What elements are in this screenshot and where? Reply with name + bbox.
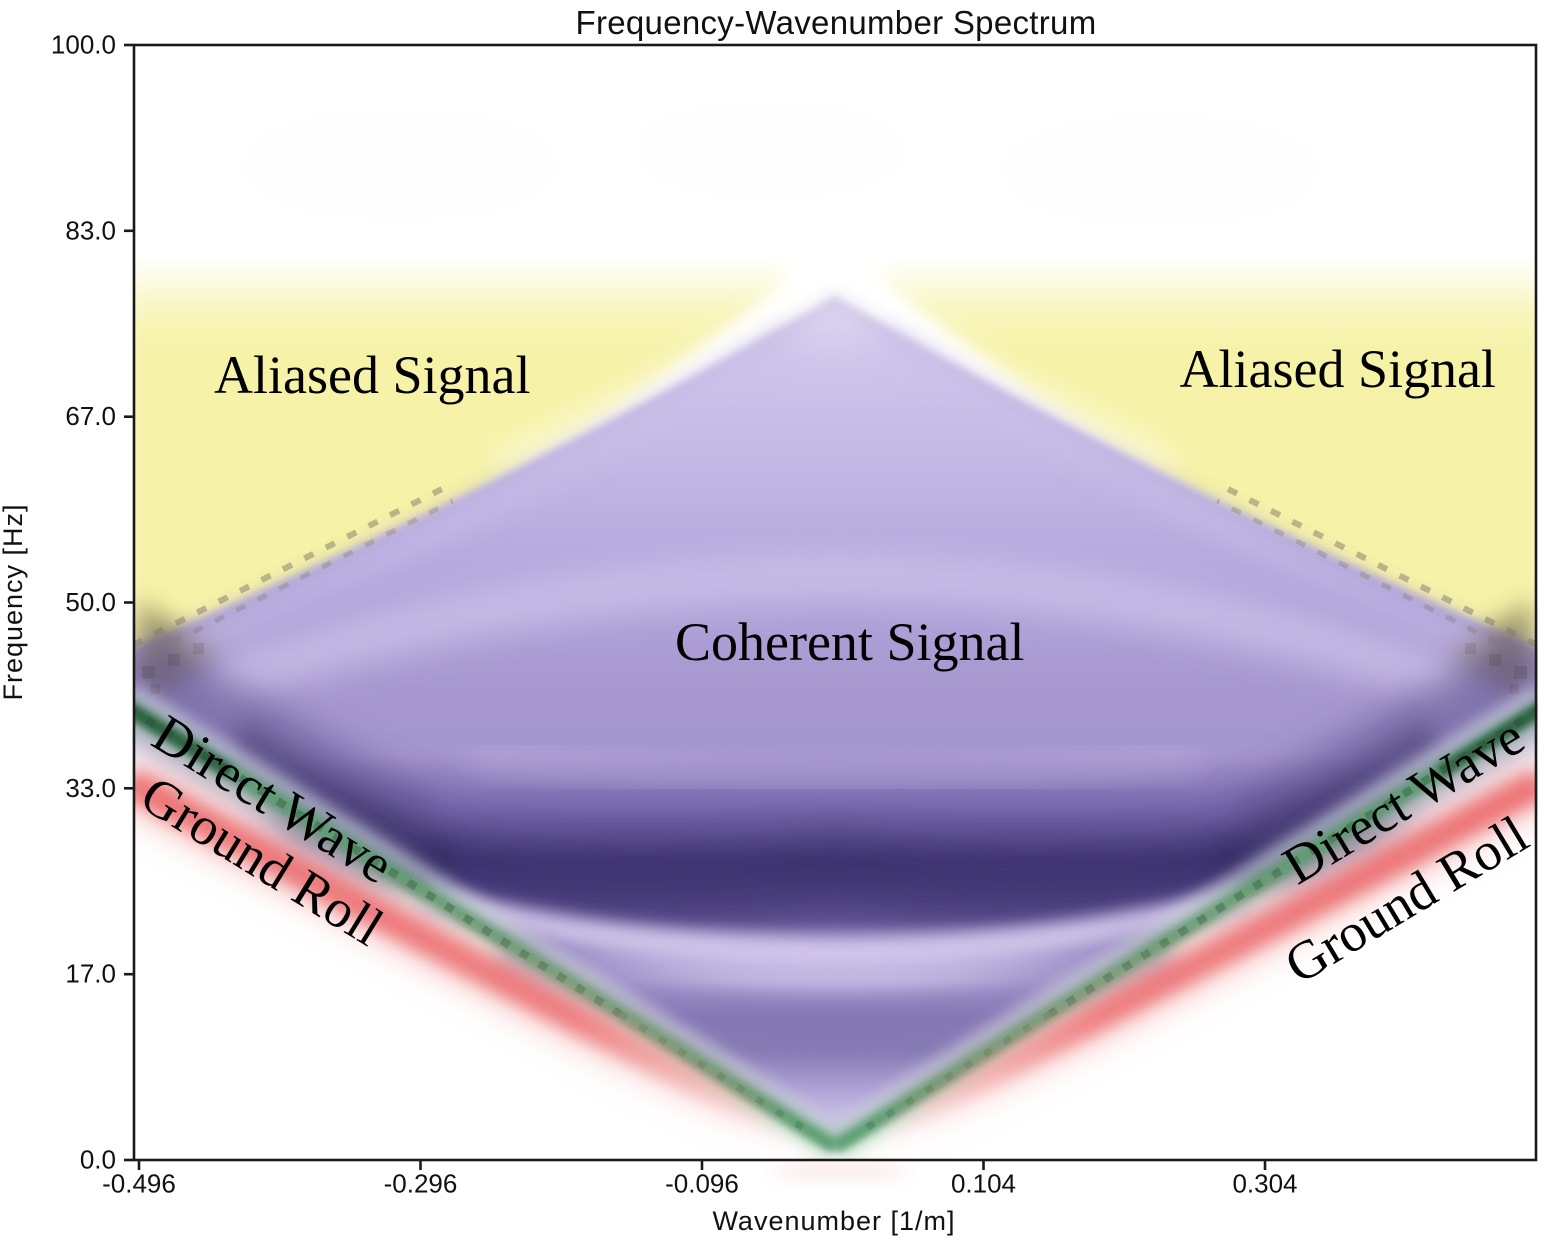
svg-text:83.0: 83.0	[65, 215, 116, 245]
svg-text:0.104: 0.104	[951, 1169, 1016, 1199]
svg-text:17.0: 17.0	[65, 959, 116, 989]
svg-text:Coherent Signal: Coherent Signal	[675, 612, 1024, 672]
svg-text:-0.296: -0.296	[384, 1169, 458, 1199]
svg-text:33.0: 33.0	[65, 773, 116, 803]
svg-text:Frequency [Hz]: Frequency [Hz]	[0, 503, 28, 700]
svg-text:0.0: 0.0	[80, 1145, 116, 1175]
svg-text:Wavenumber [1/m]: Wavenumber [1/m]	[712, 1206, 955, 1236]
svg-text:100.0: 100.0	[51, 30, 116, 60]
svg-text:67.0: 67.0	[65, 401, 116, 431]
svg-text:50.0: 50.0	[65, 587, 116, 617]
svg-text:Aliased Signal: Aliased Signal	[1180, 339, 1496, 399]
svg-text:Aliased Signal: Aliased Signal	[214, 345, 530, 405]
svg-text:-0.096: -0.096	[665, 1169, 739, 1199]
svg-text:-0.496: -0.496	[102, 1169, 176, 1199]
svg-text:0.304: 0.304	[1232, 1169, 1297, 1199]
svg-text:Frequency-Wavenumber Spectrum: Frequency-Wavenumber Spectrum	[575, 4, 1096, 41]
